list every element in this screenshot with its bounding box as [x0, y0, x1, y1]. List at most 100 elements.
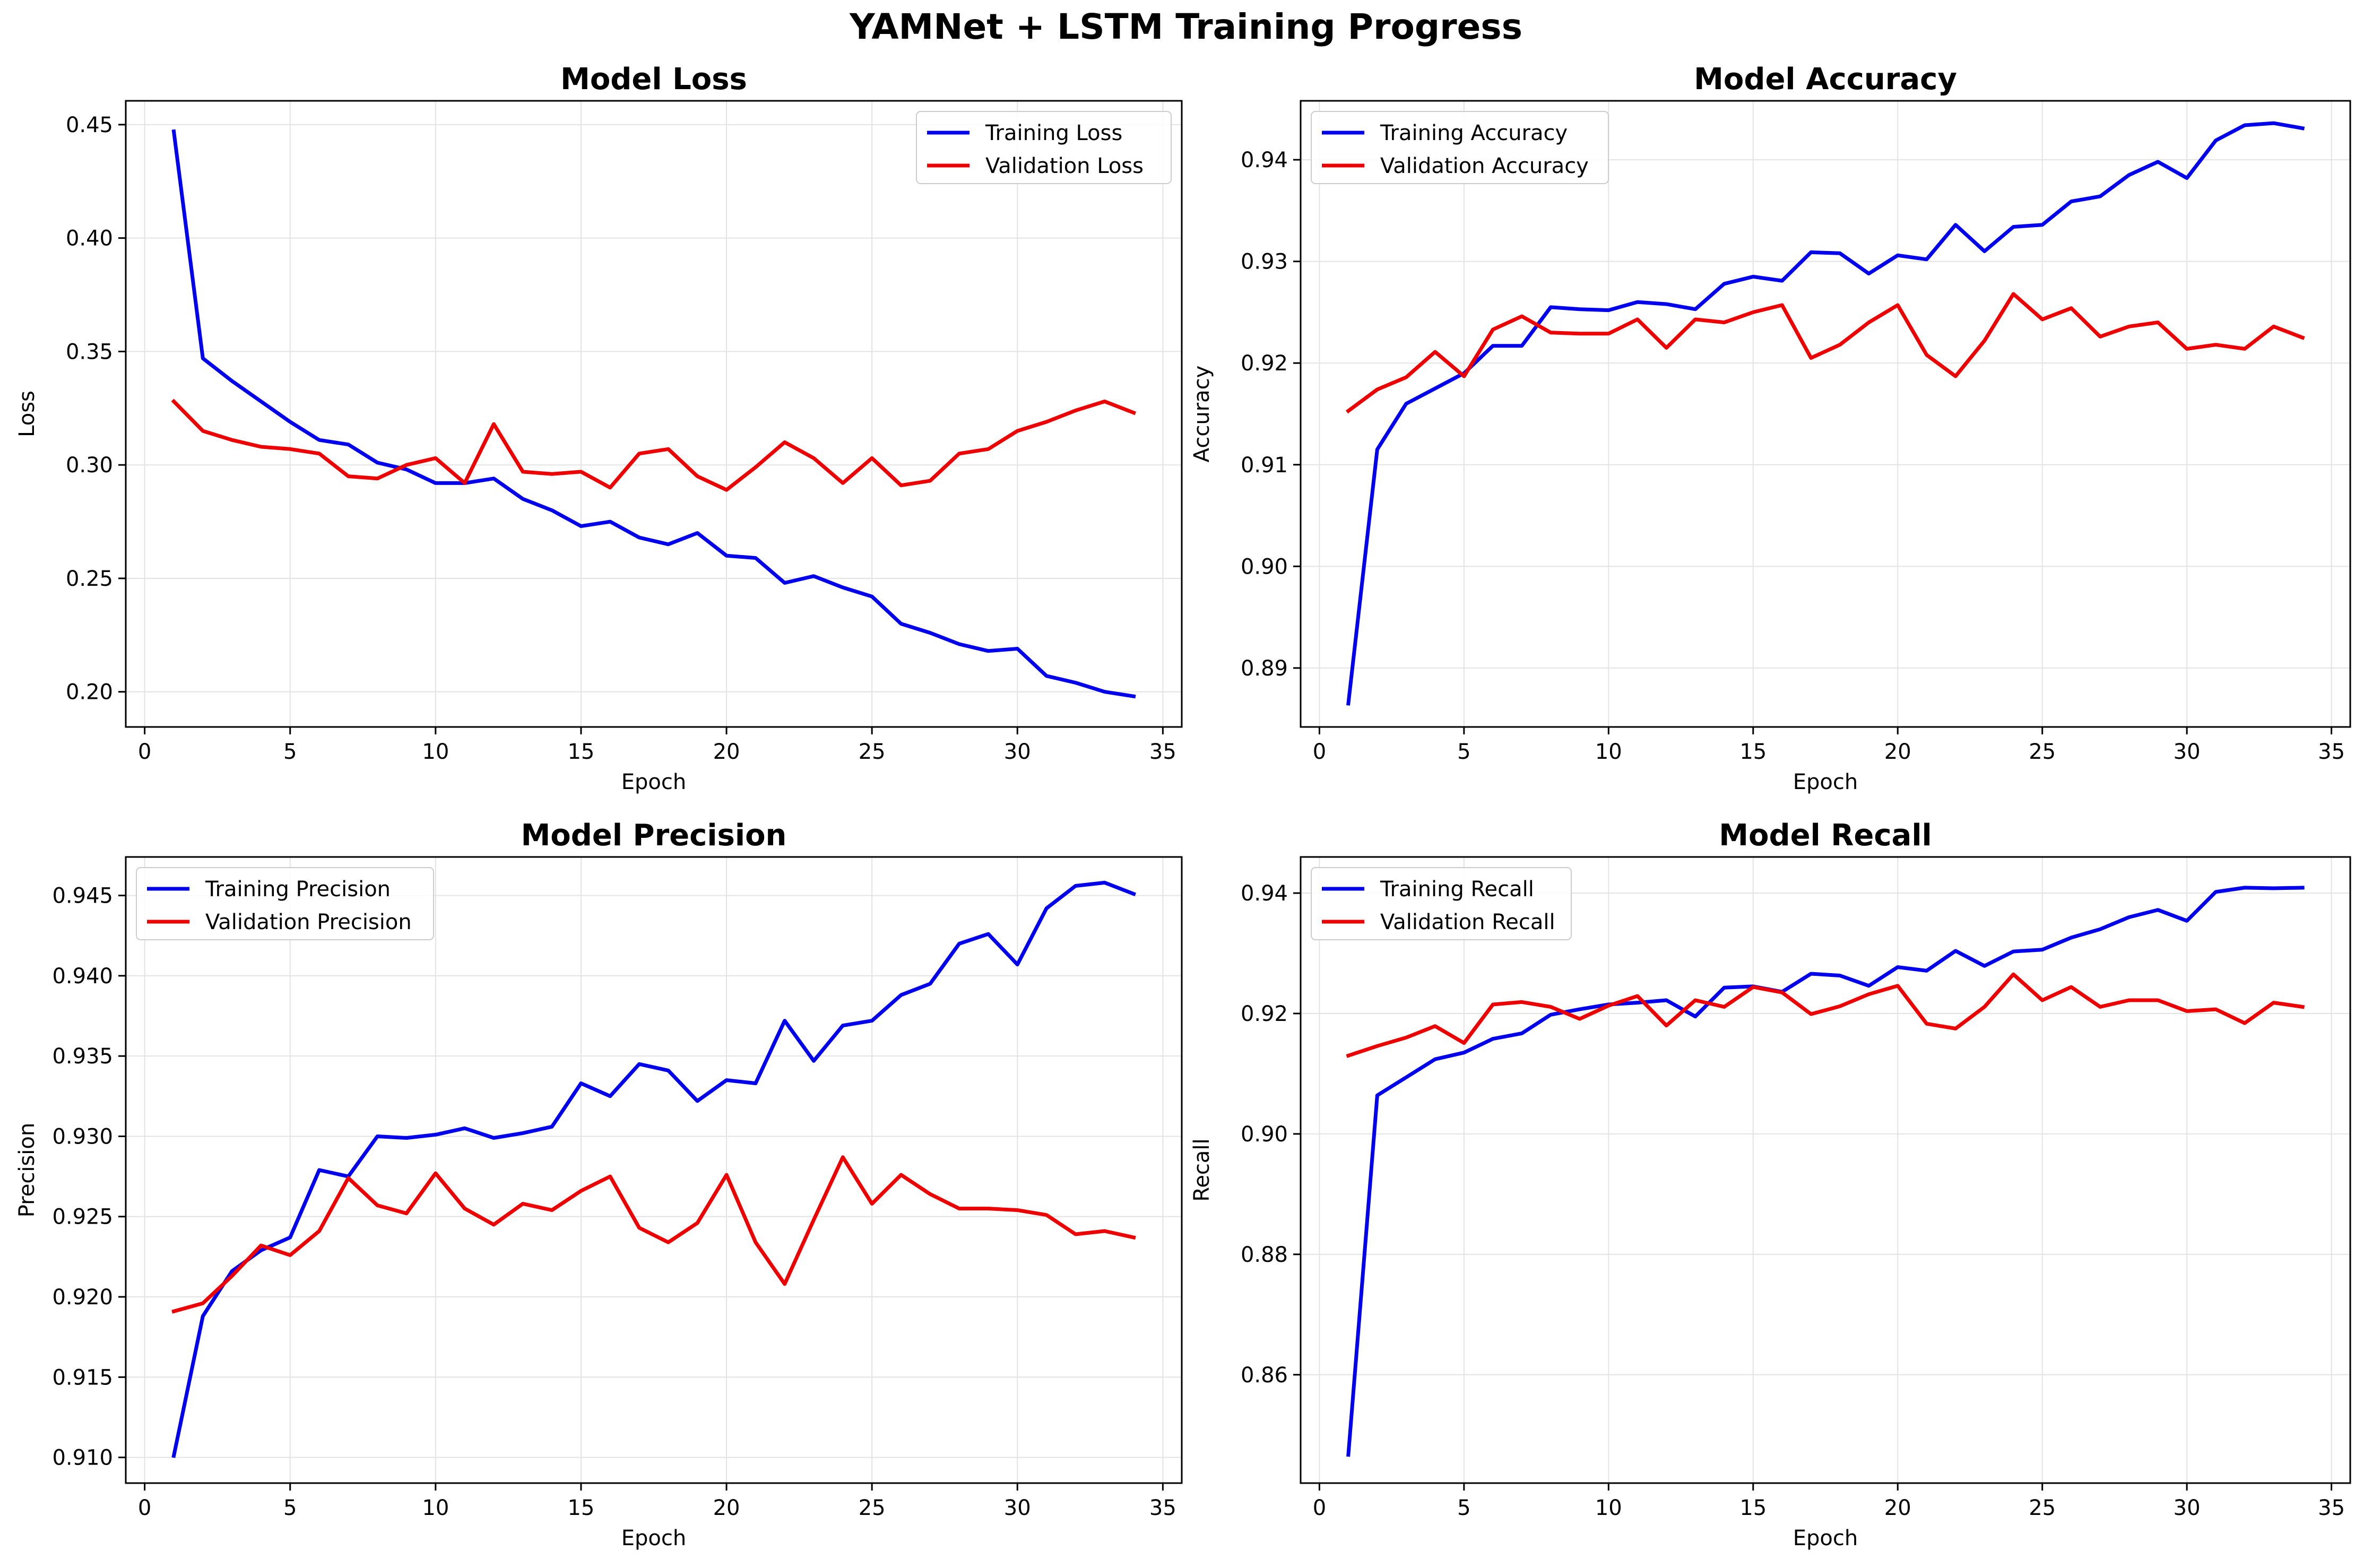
y-tick-label: 0.89: [1241, 656, 1288, 681]
y-axis-label: Precision: [15, 1123, 39, 1217]
legend-box: [1311, 867, 1572, 940]
chart-title: Model Accuracy: [1694, 62, 1957, 97]
legend-label: Validation Precision: [205, 910, 412, 934]
legend: Training Loss Validation Loss: [916, 111, 1172, 184]
axes-frame: [1300, 856, 2351, 1484]
figure-title: YAMNet + LSTM Training Progress: [850, 6, 1522, 47]
legend-box: [1311, 111, 1609, 184]
x-tick-label: 30: [1004, 740, 1031, 764]
y-axis-label: Recall: [1190, 1138, 1214, 1201]
x-tick-label: 25: [2029, 740, 2056, 764]
x-tick-label: 30: [1004, 1496, 1031, 1520]
x-tick-label: 5: [283, 1496, 297, 1520]
axes-frame: [125, 100, 1183, 728]
x-tick-label: 15: [567, 740, 594, 764]
series-line-validation: [1346, 292, 2305, 414]
x-tick-label: 5: [1457, 740, 1470, 764]
legend-box: [916, 111, 1172, 184]
x-tick-label: 10: [1595, 1496, 1622, 1520]
y-tick-label: 0.92: [1241, 351, 1288, 376]
x-axis-label: Epoch: [1793, 770, 1858, 794]
x-tick-label: 35: [2318, 740, 2345, 764]
x-tick-label: 10: [422, 1496, 449, 1520]
x-tick-label: 25: [859, 740, 886, 764]
x-tick-label: 35: [2318, 1496, 2345, 1520]
x-tick-label: 0: [1313, 740, 1326, 764]
x-tick-label: 20: [1884, 740, 1911, 764]
series-line-validation: [171, 399, 1137, 492]
y-tick-label: 0.940: [52, 964, 113, 989]
x-tick-label: 20: [713, 1496, 740, 1520]
y-tick-label: 0.90: [1241, 555, 1288, 579]
series-line-training: [171, 129, 1136, 699]
chart-panel-4: 0 5 10 15 20 25 30 35 0.86 0.88 0.90 0.92 0.94 Model …: [1190, 818, 2351, 1550]
chart-title: Model Loss: [560, 62, 747, 97]
y-tick-label: 0.86: [1241, 1363, 1288, 1388]
chart-title: Model Recall: [1719, 818, 1932, 853]
legend-label: Training Loss: [985, 121, 1122, 145]
legend-label: Training Recall: [1380, 877, 1534, 902]
x-tick-label: 15: [567, 1496, 594, 1520]
x-tick-label: 10: [1595, 740, 1622, 764]
y-tick-label: 0.94: [1241, 148, 1288, 172]
legend-label: Validation Accuracy: [1380, 154, 1589, 178]
y-tick-label: 0.92: [1241, 1002, 1288, 1026]
x-tick-label: 15: [1739, 1496, 1767, 1520]
legend-label: Training Accuracy: [1380, 121, 1568, 145]
series-line-validation: [1346, 972, 2305, 1058]
chart-panel-2: 0 5 10 15 20 25 30 35 0.89 0.90 0.91 0.92 0.93 0.94 Mo…: [1190, 62, 2351, 794]
series-line-training: [171, 880, 1137, 1458]
axes-frame: [125, 856, 1183, 1484]
x-tick-label: 5: [1457, 1496, 1470, 1520]
x-tick-label: 25: [2029, 1496, 2056, 1520]
x-tick-label: 25: [859, 1496, 886, 1520]
y-tick-label: 0.930: [52, 1124, 113, 1149]
y-tick-label: 0.920: [52, 1285, 113, 1310]
x-axis-label: Epoch: [621, 770, 686, 794]
y-tick-label: 0.35: [66, 340, 113, 364]
x-tick-label: 35: [1149, 740, 1176, 764]
y-tick-label: 0.91: [1241, 453, 1288, 478]
x-tick-label: 20: [713, 740, 740, 764]
y-tick-label: 0.93: [1241, 250, 1288, 274]
axes-frame: [1300, 100, 2351, 728]
x-tick-label: 20: [1884, 1496, 1911, 1520]
series-line-training: [1346, 886, 2305, 1457]
x-tick-label: 0: [138, 740, 151, 764]
x-axis-label: Epoch: [1793, 1526, 1858, 1550]
y-tick-label: 0.45: [66, 113, 113, 137]
y-tick-label: 0.945: [52, 884, 113, 908]
x-tick-label: 0: [1313, 1496, 1326, 1520]
x-tick-label: 15: [1739, 740, 1767, 764]
y-tick-label: 0.90: [1241, 1122, 1288, 1147]
y-tick-label: 0.935: [52, 1044, 113, 1069]
y-tick-label: 0.910: [52, 1446, 113, 1470]
y-tick-label: 0.925: [52, 1205, 113, 1229]
y-tick-label: 0.915: [52, 1365, 113, 1390]
x-tick-label: 5: [283, 740, 297, 764]
legend-box: [136, 867, 434, 940]
x-tick-label: 30: [2174, 740, 2201, 764]
y-tick-label: 0.94: [1241, 881, 1288, 906]
y-tick-label: 0.40: [66, 227, 113, 251]
legend: Training Precision Validation Precision: [136, 867, 434, 940]
chart-panel-1: 0 5 10 15 20 25 30 35 0.20 0.25 0.30 0.35 0.40 0.45 Mo…: [15, 62, 1183, 794]
legend: Training Recall Validation Recall: [1311, 867, 1572, 940]
series-line-validation: [171, 1155, 1136, 1314]
legend-label: Training Precision: [205, 877, 391, 902]
y-axis-label: Loss: [15, 391, 39, 437]
legend: Training Accuracy Validation Accuracy: [1311, 111, 1609, 184]
chart-panel-3: 0 5 10 15 20 25 30 35 0.910 0.915 0.920 0.925 0.930 0…: [15, 818, 1183, 1550]
x-tick-label: 35: [1149, 1496, 1176, 1520]
y-tick-label: 0.30: [66, 453, 113, 478]
x-axis-label: Epoch: [621, 1526, 686, 1550]
y-tick-label: 0.20: [66, 680, 113, 705]
chart-title: Model Precision: [521, 818, 787, 853]
y-tick-label: 0.88: [1241, 1243, 1288, 1267]
x-tick-label: 0: [138, 1496, 151, 1520]
series-line-training: [1346, 121, 2305, 706]
x-tick-label: 30: [2174, 1496, 2201, 1520]
y-tick-label: 0.25: [66, 567, 113, 591]
